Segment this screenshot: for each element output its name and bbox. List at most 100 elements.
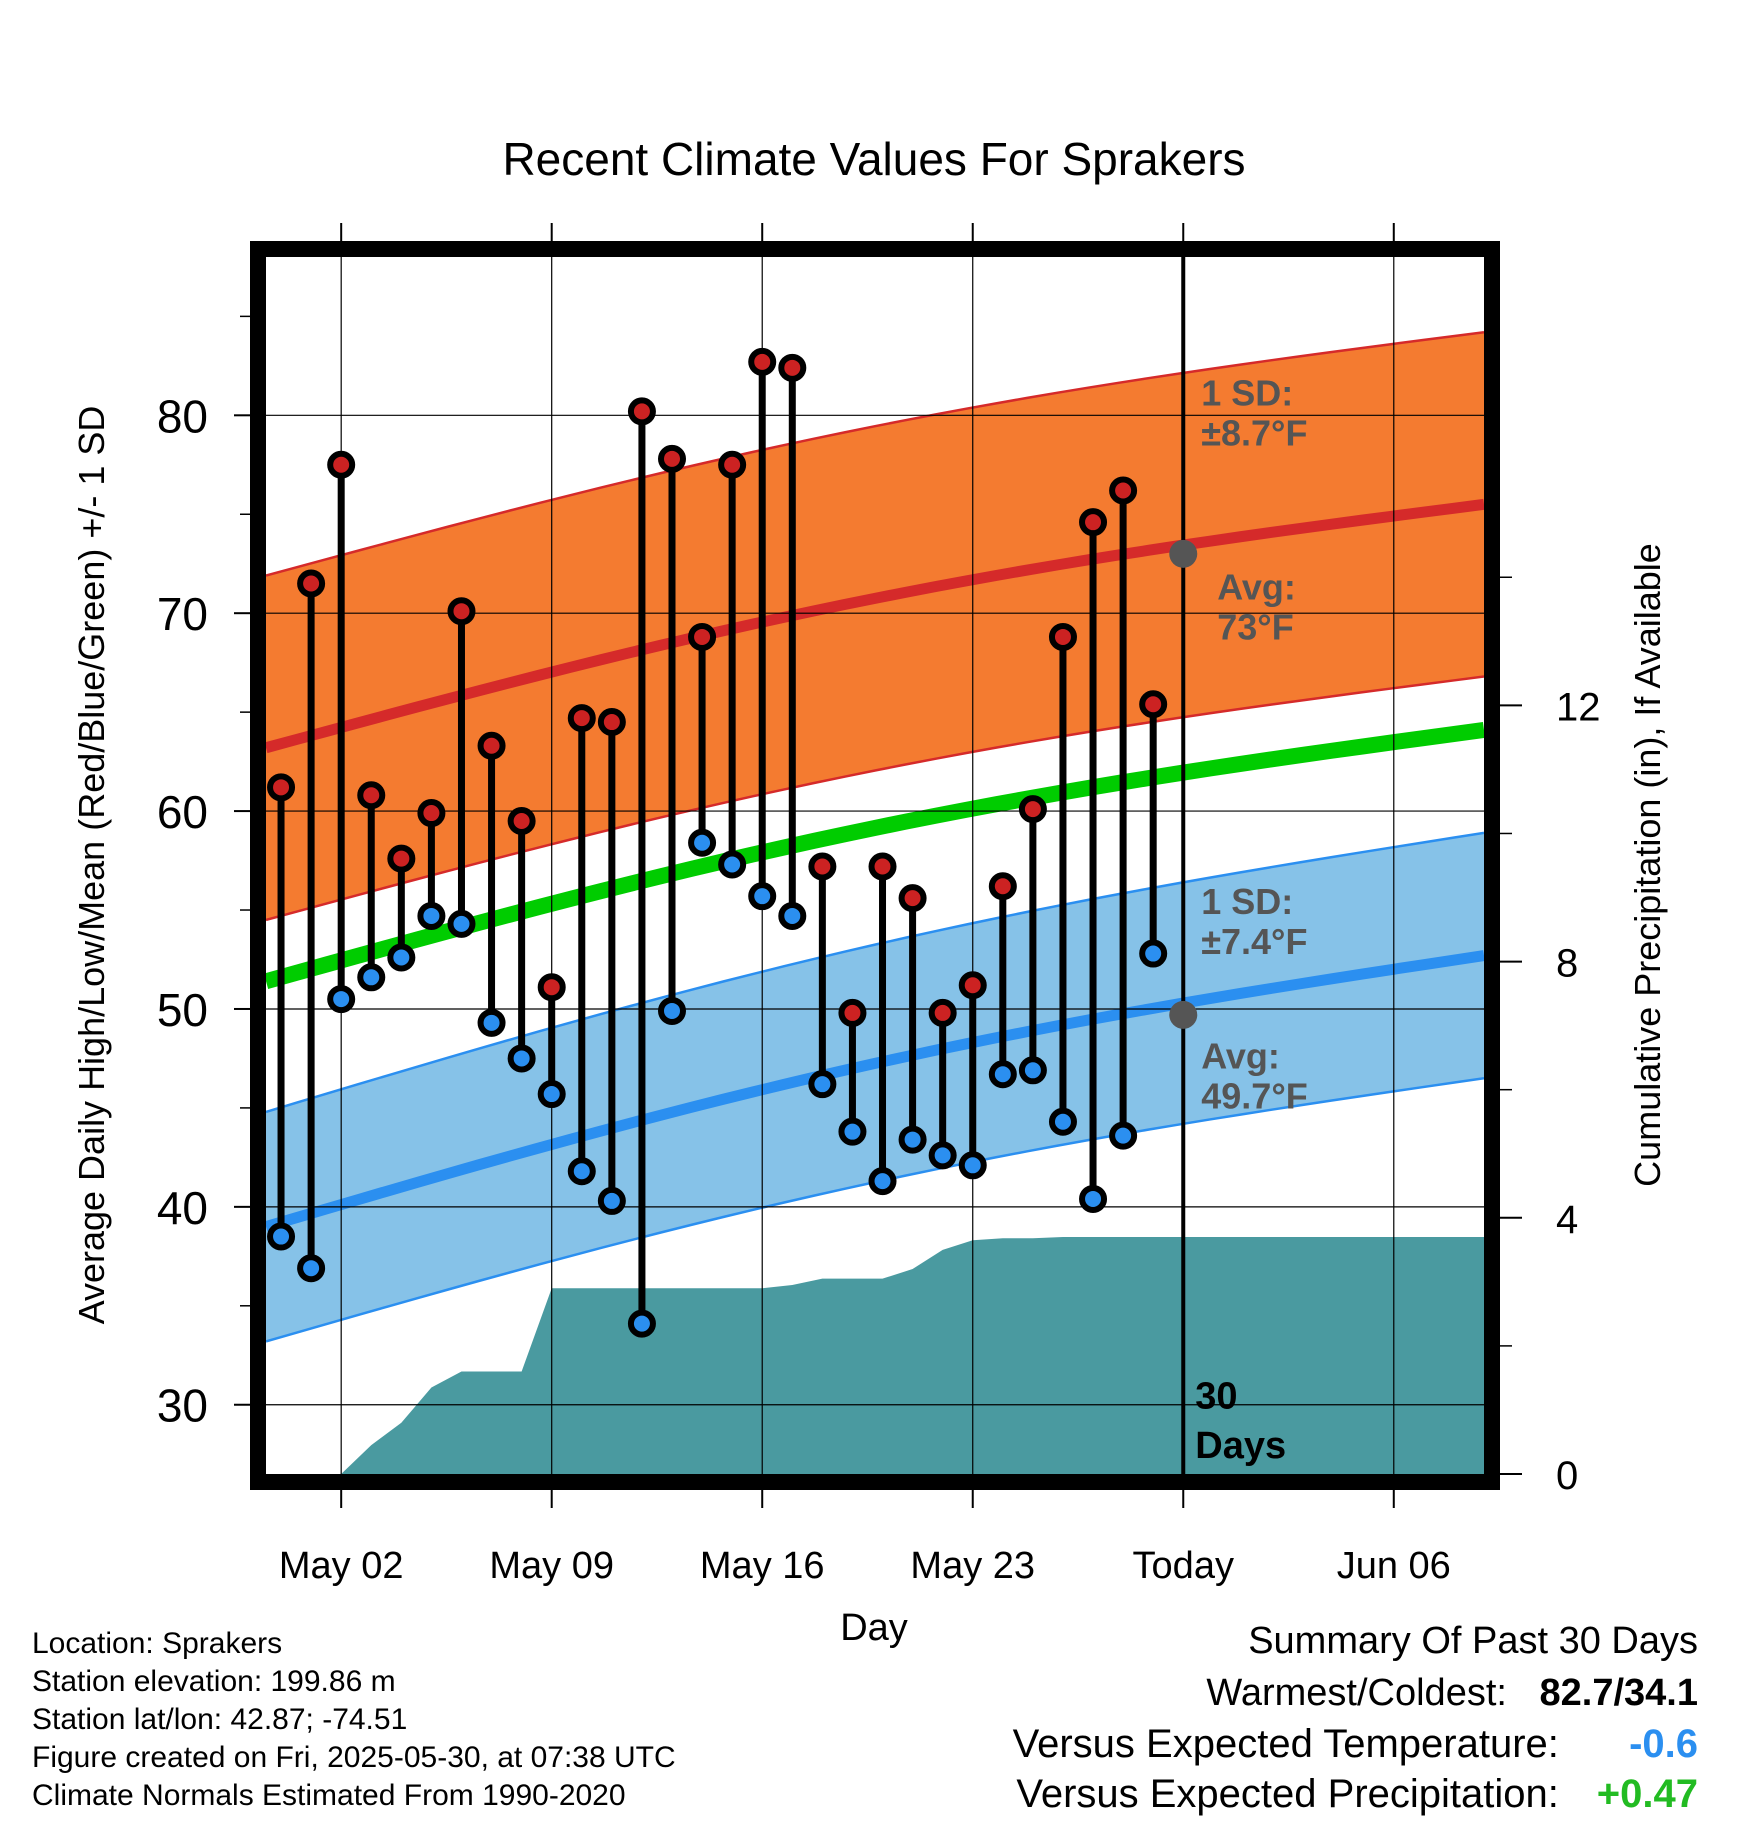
normal-high-sd-band-upper-edge bbox=[266, 330, 1484, 577]
daily-high-point bbox=[297, 569, 326, 598]
footer-elevation: Station elevation: 199.86 m bbox=[32, 1665, 396, 1698]
y-tick-label: 30 bbox=[157, 1380, 208, 1432]
y2-tick-label: 12 bbox=[1556, 685, 1601, 729]
daily-low-point bbox=[808, 1070, 837, 1099]
y-axis-title: Average Daily High/Low/Mean (Red/Blue/Gr… bbox=[71, 406, 112, 1325]
daily-high-point bbox=[838, 998, 867, 1027]
daily-low-point bbox=[1109, 1121, 1138, 1150]
daily-low-point bbox=[748, 882, 777, 911]
normal-low-line bbox=[266, 950, 1484, 1232]
normal-low-sd-band-upper-edge bbox=[266, 831, 1484, 1114]
footer-latlon: Station lat/lon: 42.87; -74.51 bbox=[32, 1703, 408, 1736]
daily-low-point bbox=[688, 828, 717, 857]
summary-precip-label: Versus Expected Precipitation: bbox=[1016, 1772, 1559, 1816]
plot-frame bbox=[250, 241, 1500, 1490]
daily-low-point bbox=[267, 1222, 296, 1251]
x-tick-label: May 02 bbox=[279, 1545, 404, 1587]
period-label-number: 30 bbox=[1195, 1376, 1237, 1418]
daily-high-point bbox=[928, 998, 957, 1027]
daily-low-point bbox=[357, 963, 386, 992]
daily-high-point bbox=[417, 799, 446, 828]
daily-high-point bbox=[327, 450, 356, 479]
daily-low-point bbox=[537, 1080, 566, 1109]
summary-temperature: Versus Expected Temperature: -0.6 bbox=[1013, 1722, 1698, 1767]
daily-low-point bbox=[447, 909, 476, 938]
normal-high-sd-band-lower-edge bbox=[266, 675, 1484, 922]
period-label-unit: Days bbox=[1195, 1425, 1286, 1467]
y-tick-label: 80 bbox=[157, 390, 208, 442]
y2-axis-title: Cumulative Precipitation (in), If Availa… bbox=[1627, 543, 1668, 1187]
daily-low-point bbox=[1048, 1107, 1077, 1136]
daily-high-point bbox=[868, 852, 897, 881]
x-tick-label: May 23 bbox=[910, 1545, 1035, 1587]
daily-low-point bbox=[868, 1167, 897, 1196]
high-avg-annotation-line-2: 73°F bbox=[1217, 606, 1293, 647]
high-sd-annotation-line-2: ±8.7°F bbox=[1201, 412, 1307, 453]
today-high-avg-marker bbox=[1169, 539, 1198, 568]
x-tick-label: May 16 bbox=[700, 1545, 825, 1587]
daily-high-point bbox=[357, 781, 386, 810]
daily-high-point bbox=[267, 773, 296, 802]
summary-temp-value: -0.6 bbox=[1629, 1722, 1698, 1766]
precipitation-area bbox=[266, 1237, 1484, 1474]
high-avg-annotation-line-1: Avg: bbox=[1217, 566, 1296, 607]
summary-warmest-coldest-value: 82.7/34.1 bbox=[1539, 1672, 1698, 1714]
low-avg-annotation-line-2: 49.7°F bbox=[1201, 1075, 1307, 1116]
footer-normals: Climate Normals Estimated From 1990-2020 bbox=[32, 1779, 626, 1812]
daily-high-point bbox=[477, 731, 506, 760]
daily-low-point bbox=[477, 1008, 506, 1037]
daily-high-point bbox=[688, 622, 717, 651]
chart-title: Recent Climate Values For Sprakers bbox=[502, 133, 1245, 185]
daily-low-point bbox=[417, 901, 446, 930]
low-avg-annotation-line-1: Avg: bbox=[1201, 1035, 1280, 1076]
y2-tick-label: 4 bbox=[1556, 1198, 1578, 1242]
x-tick-label: Jun 06 bbox=[1337, 1545, 1451, 1587]
daily-high-point bbox=[1048, 622, 1077, 651]
daily-high-point bbox=[748, 347, 777, 376]
high-sd-annotation-line-1: 1 SD: bbox=[1201, 372, 1293, 413]
daily-high-point bbox=[567, 704, 596, 733]
x-axis-title: Day bbox=[840, 1607, 908, 1649]
daily-high-point bbox=[1109, 476, 1138, 505]
daily-low-point bbox=[627, 1309, 656, 1338]
daily-low-point bbox=[838, 1117, 867, 1146]
daily-low-point bbox=[1018, 1056, 1047, 1085]
x-tick-label: Today bbox=[1133, 1545, 1234, 1587]
daily-low-point bbox=[327, 985, 356, 1014]
daily-low-point bbox=[778, 901, 807, 930]
normal-high-sd-band bbox=[266, 332, 1484, 920]
summary-precip-value: +0.47 bbox=[1596, 1772, 1698, 1816]
summary-warmest-coldest: Warmest/Coldest: 82.7/34.1 bbox=[1206, 1672, 1698, 1715]
daily-high-point bbox=[898, 884, 927, 913]
daily-low-point bbox=[597, 1186, 626, 1215]
low-sd-annotation-line-2: ±7.4°F bbox=[1201, 921, 1307, 962]
daily-high-point bbox=[958, 971, 987, 1000]
daily-high-point bbox=[658, 444, 686, 473]
daily-low-point bbox=[1139, 939, 1168, 968]
daily-low-point bbox=[567, 1157, 596, 1186]
normal-high-line bbox=[266, 498, 1484, 754]
daily-high-point bbox=[808, 852, 837, 881]
low-sd-annotation-line-1: 1 SD: bbox=[1201, 881, 1293, 922]
daily-high-point bbox=[627, 397, 656, 426]
daily-high-point bbox=[447, 597, 476, 626]
daily-high-point bbox=[507, 806, 536, 835]
daily-low-point bbox=[658, 996, 686, 1025]
daily-low-point bbox=[718, 850, 747, 879]
daily-high-point bbox=[1139, 690, 1168, 719]
footer-created: Figure created on Fri, 2025-05-30, at 07… bbox=[32, 1741, 676, 1774]
daily-high-point bbox=[1079, 508, 1108, 537]
y-tick-label: 40 bbox=[157, 1182, 208, 1234]
daily-high-point bbox=[1018, 795, 1047, 824]
y-tick-label: 60 bbox=[157, 786, 208, 838]
summary-title: Summary Of Past 30 Days bbox=[1248, 1620, 1698, 1662]
daily-low-point bbox=[958, 1151, 987, 1180]
y-tick-label: 50 bbox=[157, 984, 208, 1036]
daily-low-point bbox=[928, 1141, 957, 1170]
daily-high-point bbox=[778, 353, 807, 382]
daily-low-point bbox=[988, 1060, 1017, 1089]
daily-low-point bbox=[387, 943, 416, 972]
summary-temp-label: Versus Expected Temperature: bbox=[1012, 1722, 1559, 1766]
daily-high-point bbox=[718, 450, 747, 479]
